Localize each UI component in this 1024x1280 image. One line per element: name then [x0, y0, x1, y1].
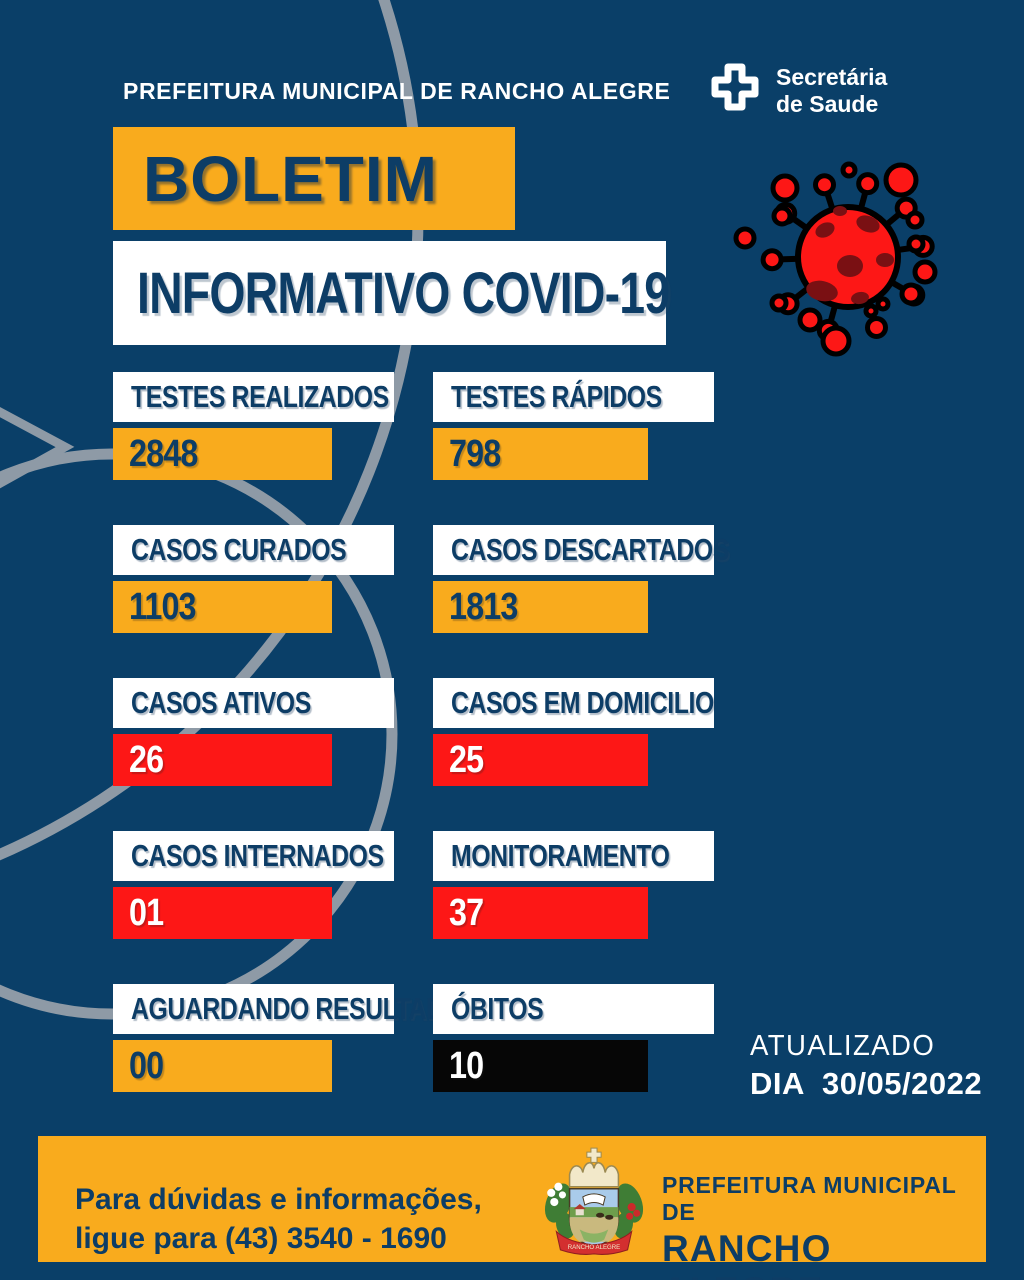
stat-label: CASOS ATIVOS: [131, 685, 311, 720]
stat-label-box: CASOS ATIVOS: [113, 678, 394, 728]
health-department-name: Secretária de Saude: [776, 60, 887, 118]
stat-value: 1103: [129, 585, 197, 628]
stat-value-box: 37: [433, 887, 648, 939]
stat-label-box: CASOS DESCARTADOS: [433, 525, 729, 575]
contact-line2: ligue para (43) 3540 - 1690: [75, 1222, 447, 1255]
stat-label-box: CASOS CURADOS: [113, 525, 394, 575]
informativo-banner: INFORMATIVO COVID-19: [113, 241, 670, 345]
updated-date: DIA 30/05/2022: [750, 1066, 983, 1101]
stat-value-box: 25: [433, 734, 648, 786]
crest-ribbon-text: RANCHO ALEGRE: [568, 1244, 621, 1251]
stat-monitoramento: MONITORAMENTO 37: [433, 831, 714, 939]
stat-casos-descartados: CASOS DESCARTADOS 1813: [433, 525, 729, 633]
org-name-line1: PREFEITURA MUNICIPAL DE: [662, 1172, 957, 1225]
stat-casos-curados: CASOS CURADOS 1103: [113, 525, 394, 633]
stat-label: CASOS CURADOS: [131, 532, 347, 567]
stat-value-box: 1813: [433, 581, 648, 633]
boletim-banner: BOLETIM: [113, 127, 515, 230]
stat-value: 2848: [129, 432, 198, 475]
stat-label: CASOS DESCARTADOS: [451, 532, 729, 567]
stat-value: 37: [449, 891, 484, 934]
stat-label: TESTES RÁPIDOS: [451, 379, 662, 414]
stat-label: CASOS INTERNADOS: [131, 838, 384, 873]
updated-info: ATUALIZADO DIA 30/05/2022: [750, 1030, 982, 1102]
stat-value-box: 798: [433, 428, 648, 480]
stat-value-box: 26: [113, 734, 332, 786]
informativo-title: INFORMATIVO COVID-19: [137, 260, 670, 326]
stat-label: ÓBITOS: [451, 991, 544, 1026]
contact-line1: Para dúvidas e informações,: [75, 1183, 482, 1216]
contact-info: Para dúvidas e informações, ligue para (…: [75, 1180, 482, 1258]
stat-label-box: TESTES REALIZADOS: [113, 372, 394, 422]
stat-value: 00: [129, 1044, 164, 1087]
stat-aguardando-resultado: AGUARDANDO RESULTADO 00: [113, 984, 463, 1092]
stat-value: 25: [449, 738, 484, 781]
health-department-logo: Secretária de Saude: [708, 60, 887, 118]
stat-casos-em-domicilio: CASOS EM DOMICILIO 25: [433, 678, 714, 786]
stat-value-box: 1103: [113, 581, 332, 633]
rancho-alegre-coat-of-arms: RANCHO ALEGRE: [544, 1147, 644, 1255]
stat-obitos: ÓBITOS 10: [433, 984, 714, 1092]
stat-value-box: 00: [113, 1040, 332, 1092]
coronavirus-icon: [733, 161, 938, 357]
stat-label-box: TESTES RÁPIDOS: [433, 372, 714, 422]
stat-casos-internados: CASOS INTERNADOS 01: [113, 831, 394, 939]
health-department-name-line1: Secretária: [776, 64, 888, 90]
stat-value: 01: [129, 891, 164, 934]
stat-label-box: ÓBITOS: [433, 984, 714, 1034]
stat-casos-ativos: CASOS ATIVOS 26: [113, 678, 394, 786]
decorative-arc: [0, 448, 398, 1020]
stat-label: CASOS EM DOMICILIO: [451, 685, 714, 720]
org-name: PREFEITURA MUNICIPAL DE RANCHO ALEGRE: [662, 1172, 986, 1280]
footer-bar: Para dúvidas e informações, ligue para (…: [38, 1136, 986, 1280]
health-department-name-line2: de Saude: [776, 91, 879, 117]
stat-label-box: AGUARDANDO RESULTADO: [113, 984, 463, 1034]
stat-value-box: 10: [433, 1040, 648, 1092]
stat-label-box: CASOS EM DOMICILIO: [433, 678, 714, 728]
stat-value: 10: [449, 1044, 484, 1087]
medical-cross-icon: [711, 63, 759, 111]
stat-label-box: CASOS INTERNADOS: [113, 831, 394, 881]
header-title: PREFEITURA MUNICIPAL DE RANCHO ALEGRE: [123, 78, 671, 104]
stat-value-box: 2848: [113, 428, 332, 480]
stat-label-box: MONITORAMENTO: [433, 831, 714, 881]
stat-label: TESTES REALIZADOS: [131, 379, 389, 414]
stat-label: AGUARDANDO RESULTADO: [131, 991, 463, 1026]
stat-value-box: 01: [113, 887, 332, 939]
boletim-title: BOLETIM: [143, 142, 438, 215]
stat-value: 1813: [449, 585, 518, 628]
stat-testes-realizados: TESTES REALIZADOS 2848: [113, 372, 394, 480]
decorative-chevron: [0, 406, 75, 489]
stat-value: 26: [129, 738, 164, 781]
org-name-line2: RANCHO ALEGRE: [662, 1228, 832, 1280]
stat-label: MONITORAMENTO: [451, 838, 670, 873]
stat-testes-rapidos: TESTES RÁPIDOS 798: [433, 372, 714, 480]
stat-value: 798: [449, 432, 501, 475]
updated-label: ATUALIZADO: [750, 1030, 936, 1062]
